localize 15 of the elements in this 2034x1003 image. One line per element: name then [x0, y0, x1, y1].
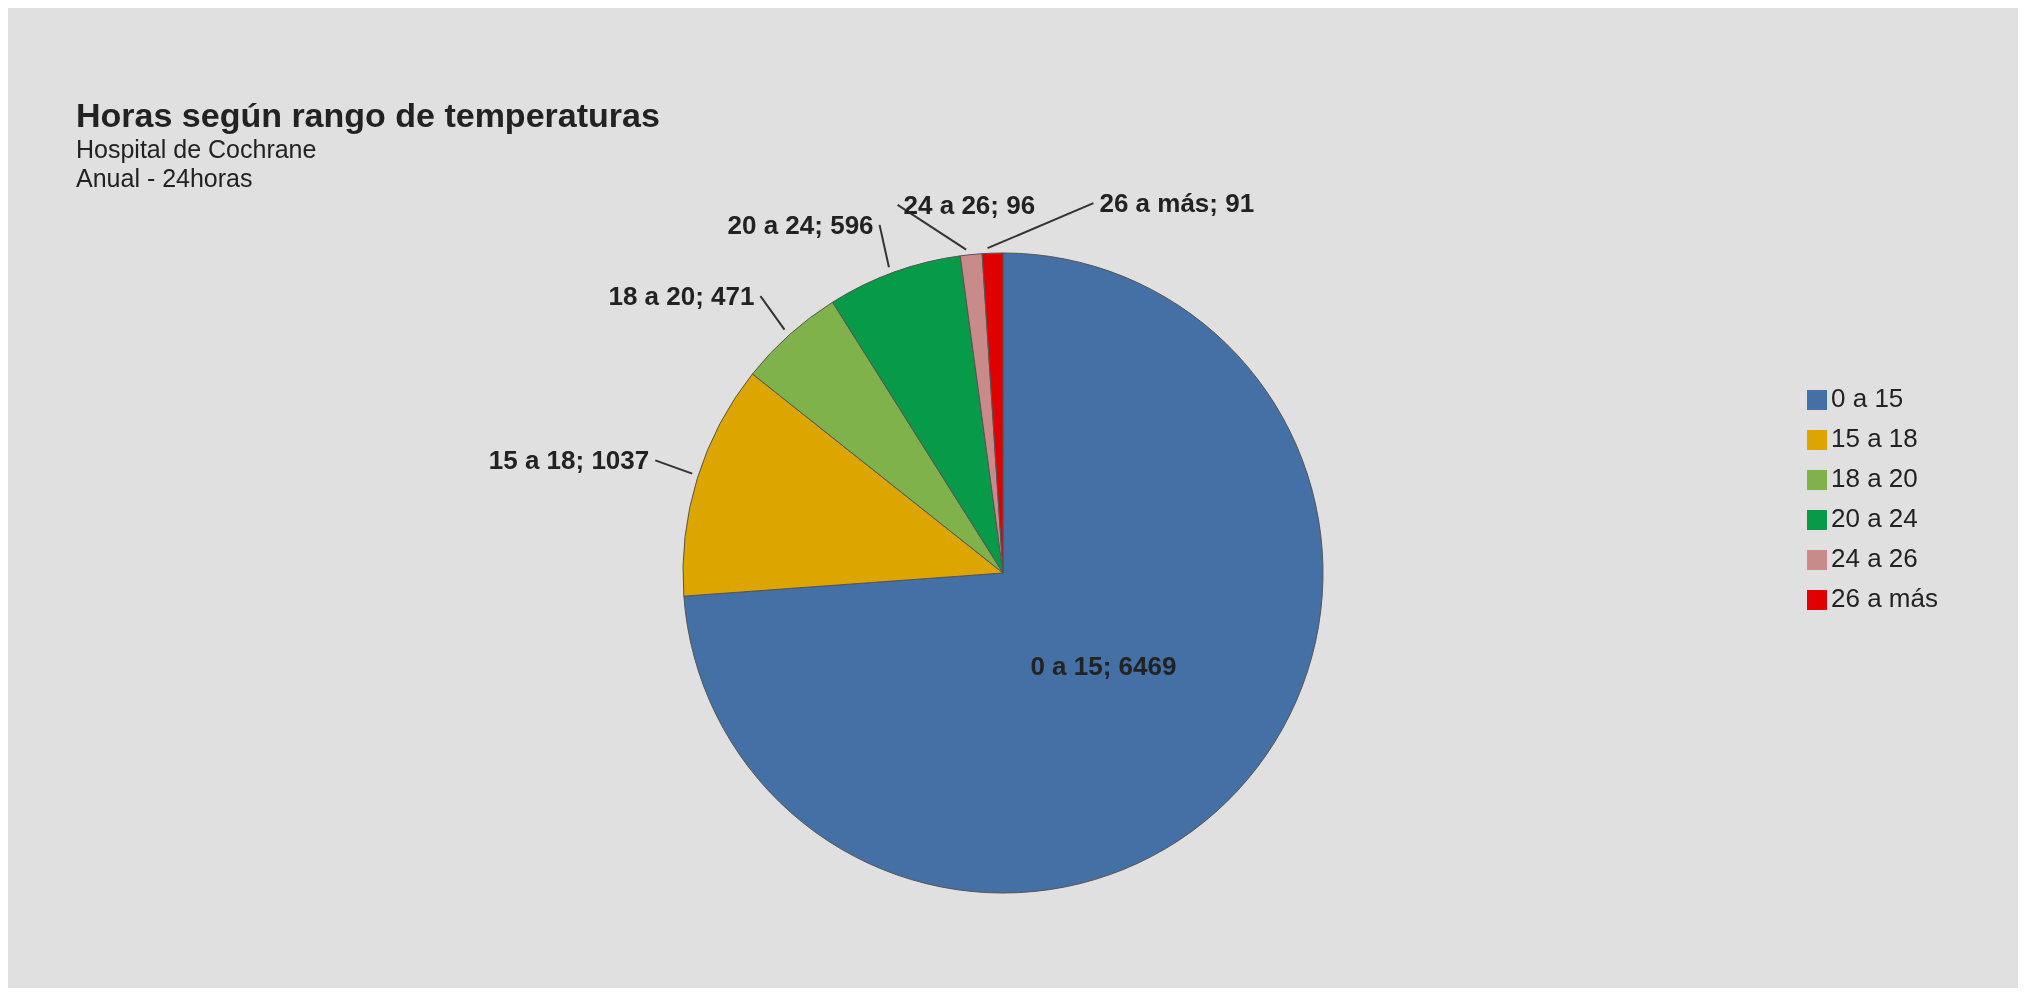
legend-label: 20 a 24	[1831, 503, 1918, 533]
data-label: 0 a 15; 6469	[1030, 651, 1177, 682]
data-label: 15 a 18; 1037	[488, 445, 650, 476]
legend-label: 26 a más	[1831, 583, 1938, 613]
chart-title: Horas según rango de temperaturas	[76, 96, 660, 135]
legend-label: 0 a 15	[1831, 383, 1904, 413]
data-label: 18 a 20; 471	[608, 281, 755, 312]
data-label: 20 a 24; 596	[727, 209, 874, 240]
legend-label: 24 a 26	[1831, 543, 1918, 573]
legend-label: 18 a 20	[1831, 463, 1918, 493]
legend-label: 15 a 18	[1831, 423, 1918, 453]
data-label: 26 a más; 91	[1099, 188, 1255, 219]
text: Anual - 24horas	[76, 164, 254, 193]
data-label: 24 a 26; 96	[903, 189, 1036, 220]
text: Hospital de Cochrane	[76, 135, 318, 164]
